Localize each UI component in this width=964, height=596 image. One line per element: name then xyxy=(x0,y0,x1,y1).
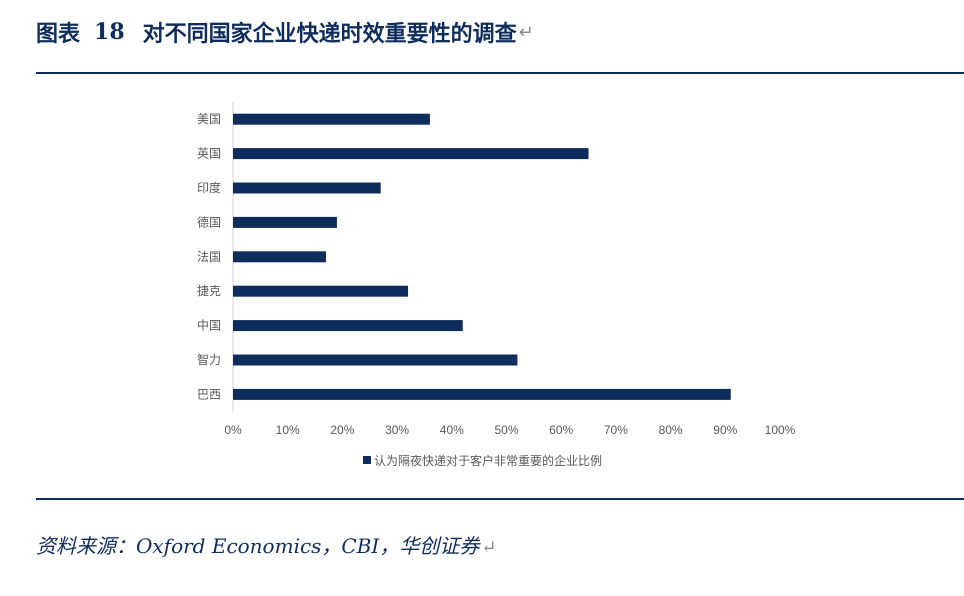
category-label: 德国 xyxy=(197,214,221,229)
x-tick-label: 50% xyxy=(494,423,518,437)
x-tick-label: 70% xyxy=(604,423,628,437)
category-label: 中国 xyxy=(197,318,221,333)
category-label: 法国 xyxy=(197,250,221,264)
x-tick-label: 80% xyxy=(659,423,683,437)
figure-number: 18 xyxy=(94,19,125,45)
bar xyxy=(233,113,430,125)
bar xyxy=(233,251,326,263)
paragraph-mark-icon: ↵ xyxy=(481,537,497,558)
paragraph-mark-icon: ↵ xyxy=(518,21,534,43)
source-text: 资料来源：Oxford Economics，CBI，华创证券 xyxy=(36,534,480,558)
x-tick-label: 0% xyxy=(224,423,242,437)
bar xyxy=(233,216,337,228)
x-tick-label: 100% xyxy=(765,423,796,437)
bar xyxy=(233,320,463,332)
x-tick-label: 20% xyxy=(330,423,354,437)
x-tick-label: 40% xyxy=(440,423,464,437)
x-tick-label: 60% xyxy=(549,423,573,437)
x-tick-label: 30% xyxy=(385,423,409,437)
bar xyxy=(233,388,731,400)
category-label: 英国 xyxy=(197,147,221,161)
figure-title: 图表 18 对不同国家企业快递时效重要性的调查 ↵ xyxy=(36,14,534,50)
bar xyxy=(233,285,409,297)
top-divider xyxy=(36,72,964,74)
bottom-divider xyxy=(36,498,964,500)
x-tick-label: 10% xyxy=(276,423,300,437)
bar xyxy=(233,182,381,194)
source-note: 资料来源：Oxford Economics，CBI，华创证券 ↵ xyxy=(36,530,496,559)
legend-label: 认为隔夜快递对于客户非常重要的企业比例 xyxy=(374,453,602,468)
category-label: 美国 xyxy=(197,112,221,126)
category-label: 捷克 xyxy=(197,284,221,298)
category-label: 智力 xyxy=(197,352,221,367)
category-label: 巴西 xyxy=(197,387,221,401)
bar xyxy=(233,148,589,160)
figure-label: 图表 xyxy=(36,21,81,47)
figure-title-text: 对不同国家企业快递时效重要性的调查 xyxy=(142,21,517,47)
bar xyxy=(233,354,518,366)
legend-swatch xyxy=(363,456,371,464)
x-tick-label: 90% xyxy=(713,423,737,437)
category-label: 印度 xyxy=(197,180,221,195)
